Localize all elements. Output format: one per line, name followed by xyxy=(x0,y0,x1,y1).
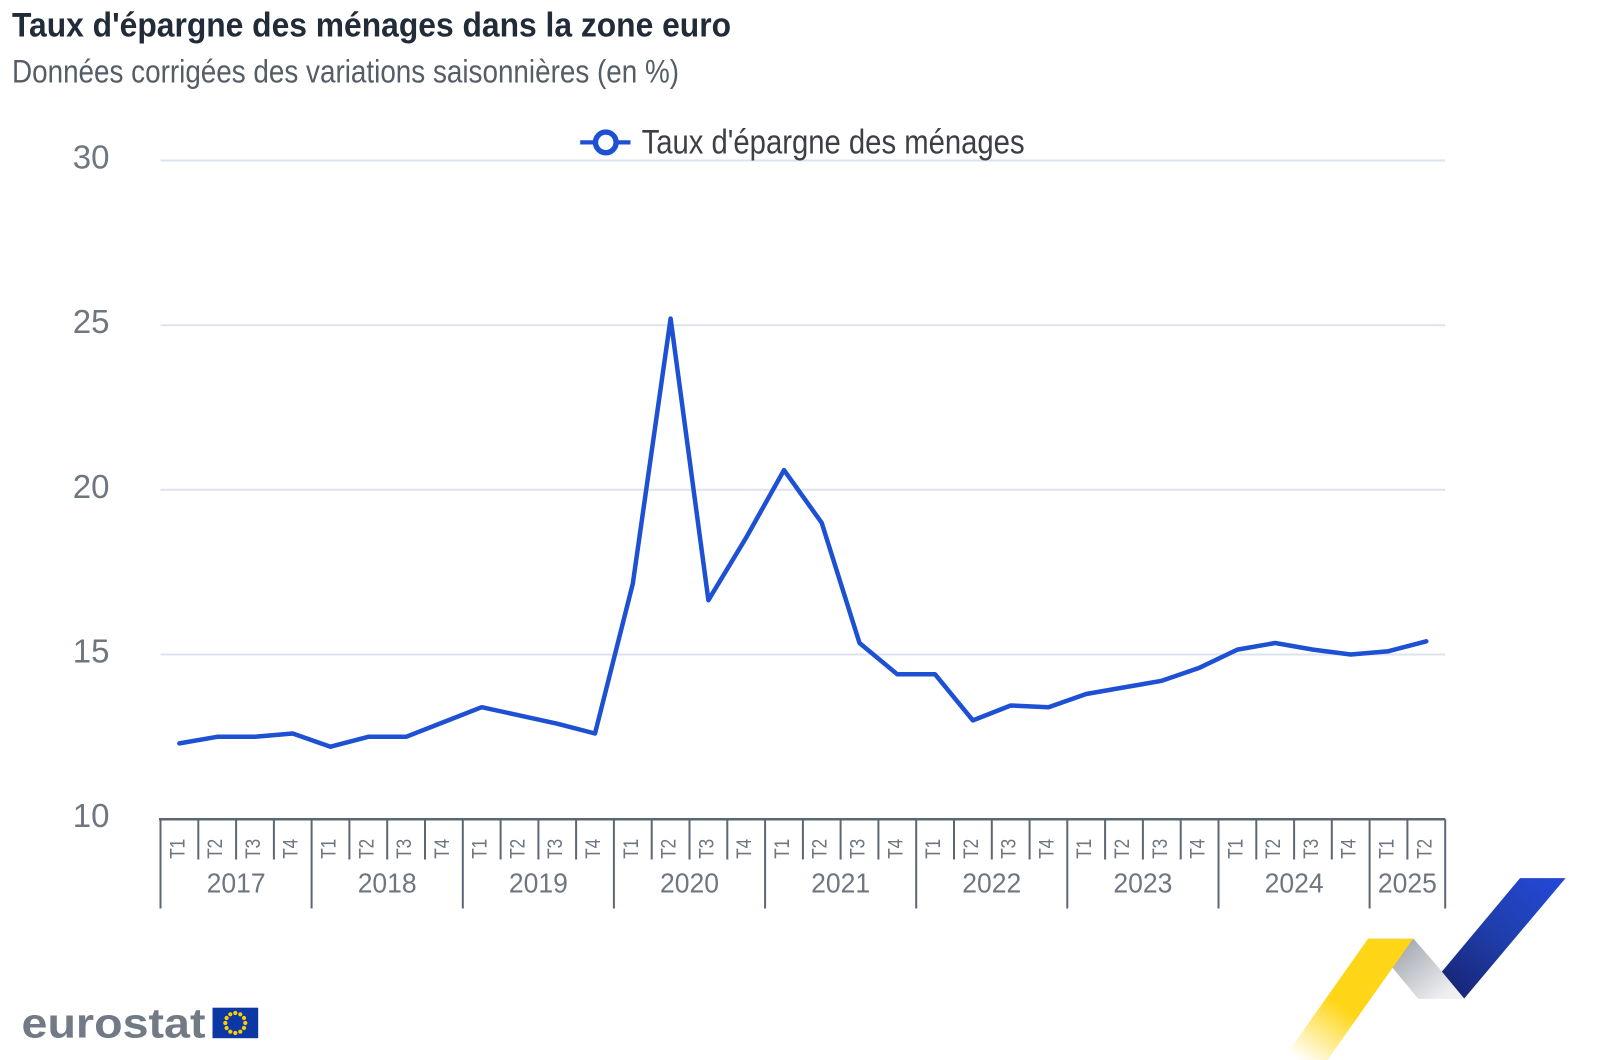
svg-text:T2: T2 xyxy=(960,839,983,859)
svg-text:2021: 2021 xyxy=(811,868,870,899)
svg-text:2022: 2022 xyxy=(962,868,1021,899)
svg-text:T3: T3 xyxy=(695,839,718,859)
svg-text:20: 20 xyxy=(73,468,110,505)
svg-text:Taux d'épargne des ménages: Taux d'épargne des ménages xyxy=(642,124,1025,162)
svg-text:Taux d'épargne des ménages dan: Taux d'épargne des ménages dans la zone … xyxy=(12,7,731,45)
svg-text:T1: T1 xyxy=(771,839,794,859)
svg-text:T3: T3 xyxy=(544,839,567,859)
svg-text:T4: T4 xyxy=(1187,839,1210,859)
svg-text:T3: T3 xyxy=(393,839,416,859)
svg-text:T1: T1 xyxy=(469,839,492,859)
svg-text:T1: T1 xyxy=(620,839,643,859)
svg-text:2018: 2018 xyxy=(358,868,417,899)
svg-text:T4: T4 xyxy=(582,839,605,859)
svg-text:Données corrigées des variatio: Données corrigées des variations saisonn… xyxy=(12,54,679,90)
svg-text:T4: T4 xyxy=(280,839,303,859)
svg-text:T4: T4 xyxy=(431,839,454,859)
svg-text:T1: T1 xyxy=(1224,839,1247,859)
svg-text:T1: T1 xyxy=(1376,839,1399,859)
svg-text:T4: T4 xyxy=(733,839,756,859)
svg-text:T1: T1 xyxy=(166,839,189,859)
svg-text:15: 15 xyxy=(73,633,110,670)
svg-text:T4: T4 xyxy=(884,839,907,859)
svg-text:eurostat: eurostat xyxy=(22,1000,206,1047)
svg-text:T1: T1 xyxy=(922,839,945,859)
svg-text:T1: T1 xyxy=(1073,839,1096,859)
svg-text:T2: T2 xyxy=(355,839,378,859)
svg-text:2023: 2023 xyxy=(1113,868,1172,899)
svg-text:T3: T3 xyxy=(998,839,1021,859)
svg-text:T3: T3 xyxy=(1149,839,1172,859)
svg-text:T3: T3 xyxy=(847,839,870,859)
svg-text:T2: T2 xyxy=(1262,839,1285,859)
svg-text:T2: T2 xyxy=(204,839,227,859)
svg-text:10: 10 xyxy=(73,797,110,834)
svg-text:30: 30 xyxy=(73,139,110,176)
svg-text:T2: T2 xyxy=(658,839,681,859)
svg-text:2024: 2024 xyxy=(1265,868,1324,899)
svg-text:T2: T2 xyxy=(1111,839,1134,859)
svg-text:T2: T2 xyxy=(507,839,530,859)
svg-text:T4: T4 xyxy=(1338,839,1361,859)
svg-text:T2: T2 xyxy=(1413,839,1436,859)
svg-text:T1: T1 xyxy=(318,839,341,859)
svg-text:2025: 2025 xyxy=(1378,868,1437,899)
svg-text:25: 25 xyxy=(73,303,110,340)
svg-text:T4: T4 xyxy=(1036,839,1059,859)
svg-text:2019: 2019 xyxy=(509,868,568,899)
svg-text:2020: 2020 xyxy=(660,868,719,899)
svg-text:T3: T3 xyxy=(242,839,265,859)
svg-text:T3: T3 xyxy=(1300,839,1323,859)
svg-text:2017: 2017 xyxy=(207,868,266,899)
svg-text:T2: T2 xyxy=(809,839,832,859)
